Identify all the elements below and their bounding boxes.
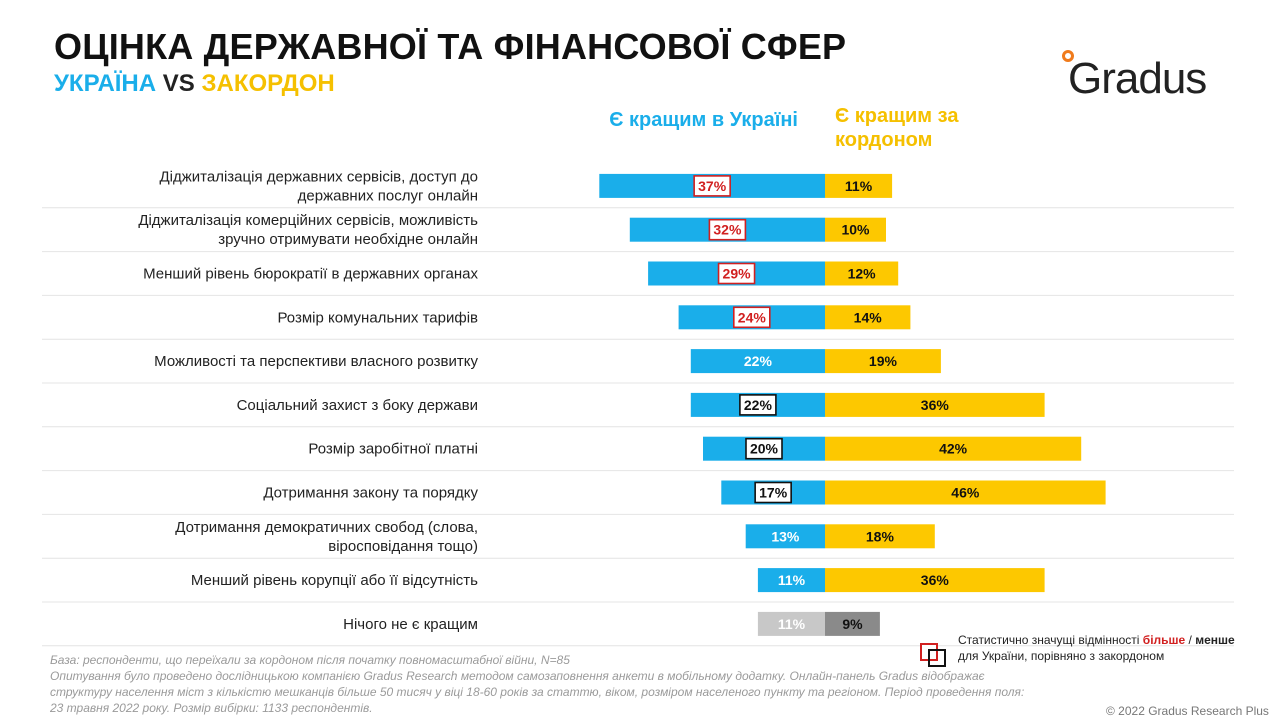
value-label-ukraine: 13% [771,528,800,544]
value-label-abroad: 42% [939,441,968,457]
value-label-ukraine: 20% [750,441,779,457]
value-label-ukraine: 22% [744,397,773,413]
category-label: Соціальний захист з боку держави [237,397,478,414]
category-label: Діджиталізація державних сервісів, досту… [160,168,478,204]
logo-wordmark: Gradus [1068,54,1207,103]
value-label-abroad: 11% [845,178,873,194]
bar-abroad [825,568,1045,593]
category-label: Можливості та перспективи власного розви… [154,353,478,370]
value-label-abroad: 36% [921,397,950,413]
bar-abroad [825,436,1082,461]
significance-box [754,481,792,504]
value-label-ukraine: 17% [759,485,788,501]
legend-slash: / [1185,633,1196,647]
significance-box [739,394,777,416]
value-label-abroad: 9% [842,616,863,632]
category-label: Дотримання закону та порядку [263,485,478,502]
bar-abroad [825,480,1106,505]
bar-abroad [825,392,1045,417]
bar-abroad [825,261,899,286]
significance-legend: Статистично значущі відмінності більше /… [958,632,1248,664]
bar-abroad [825,173,893,198]
bar-ukraine [745,524,825,549]
legend-less: менше [1195,633,1235,647]
value-label-abroad: 36% [921,572,950,588]
significance-box [717,262,756,285]
value-label-abroad: 46% [951,485,980,501]
subtitle-abroad: ЗАКОРДОН [201,70,335,97]
legend-text-before: Статистично значущі відмінності [958,633,1143,647]
logo-dot-icon [1062,50,1074,62]
legend-text-after: для України, порівняно з закордоном [958,649,1165,663]
bar-ukraine [690,349,825,374]
value-label-ukraine: 11% [778,616,806,632]
value-label-abroad: 18% [866,528,895,544]
column-header-abroad: Є кращим за кордоном [835,105,959,151]
page-subtitle: УКРАЇНА VS ЗАКОРДОН [54,70,335,98]
value-label-ukraine: 24% [738,309,767,325]
value-label-ukraine: 29% [723,266,752,282]
category-label: Менший рівень корупції або її відсутніст… [191,572,478,589]
significance-box [693,175,731,197]
bar-ukraine [757,611,825,636]
bar-abroad [825,524,935,549]
subtitle-ukraine: УКРАЇНА [54,70,157,97]
value-label-abroad: 10% [841,222,870,238]
footnote: База: респонденти, що переїхали за кордо… [50,652,1030,716]
bar-abroad [825,611,880,636]
legend-more: більше [1142,633,1186,647]
copyright: © 2022 Gradus Research Plus [1106,704,1269,718]
significance-box [708,218,747,241]
value-label-abroad: 14% [854,309,883,325]
footnote-base: База: респонденти, що переїхали за кордо… [50,653,570,667]
diverging-bar-chart: Діджиталізація державних сервісів, досту… [42,168,1234,647]
page-title: ОЦІНКА ДЕРЖАВНОЇ ТА ФІНАНСОВОЇ СФЕР [54,26,847,67]
category-label: Дотримання демократичних свобод (слова, в… [175,519,478,555]
category-label: Нічого не є кращим [343,616,478,633]
column-header-ukraine: Є кращим в Україні [609,109,798,131]
bar-abroad [825,217,886,242]
category-label: Розмір комунальних тарифів [277,309,478,326]
value-label-ukraine: 37% [698,178,727,194]
significance-box [745,437,783,460]
category-label: Менший рівень бюрократії в державних орг… [143,266,478,283]
footnote-method: Опитування було проведено дослідницькою … [50,669,1025,715]
bar-abroad [825,305,911,330]
value-label-abroad: 19% [869,353,898,369]
value-label-ukraine: 11% [778,572,806,588]
category-label: Діджиталізація комерційних сервісів, мож… [138,212,478,248]
bar-abroad [825,349,941,374]
bar-ukraine [757,568,825,593]
value-label-ukraine: 32% [713,222,742,238]
subtitle-vs: VS [156,70,202,97]
gradus-logo: Gradus [1062,50,1238,110]
value-label-abroad: 12% [848,266,877,282]
significance-legend-icon [920,643,948,667]
category-label: Розмір заробітної платні [308,441,478,458]
significance-box [732,306,771,329]
value-label-ukraine: 22% [744,353,773,369]
